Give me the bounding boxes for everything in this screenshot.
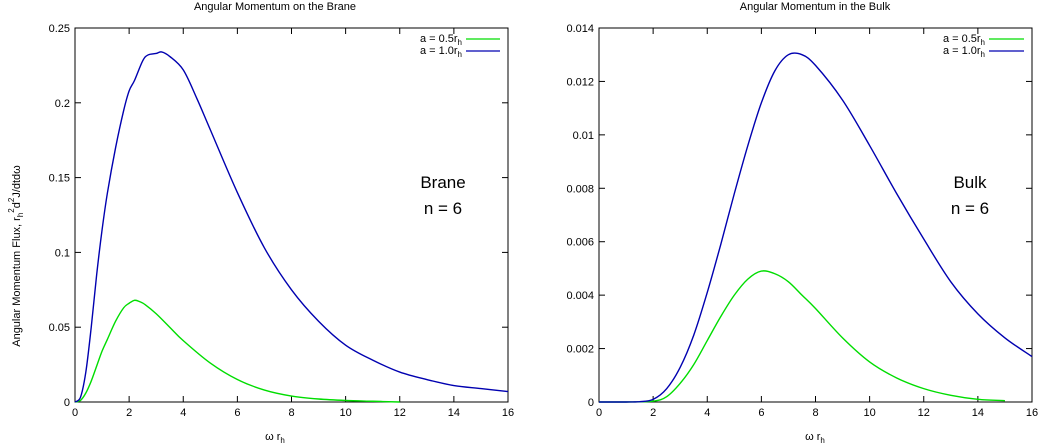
y-tick-label: 0.05 <box>49 322 70 334</box>
y-tick-label: 0.012 <box>566 76 594 88</box>
annotation-regime: Brane <box>420 173 465 192</box>
y-tick-label: 0.004 <box>566 290 594 302</box>
legend-label-sub: h <box>981 38 985 47</box>
x-tick-label: 10 <box>864 407 876 419</box>
x-axis-label-part: ω r <box>265 431 281 443</box>
x-tick-label: 2 <box>650 407 656 419</box>
ticks: 0 2 4 6 8 10 12 14 16 0 0.002 0.004 0.006 0.008 0.01 0.… <box>566 23 1038 419</box>
annotation-regime: Bulk <box>953 173 987 192</box>
legend-label-part: a = 0.5r <box>420 33 458 45</box>
x-tick-label: 0 <box>72 407 78 419</box>
legend-label-part: a = 1.0r <box>943 45 981 57</box>
x-axis-label-text: ω rh <box>265 431 285 444</box>
x-tick-label: 16 <box>502 407 514 419</box>
x-tick-label: 0 <box>596 407 602 419</box>
y-tick-label: 0.25 <box>49 23 70 35</box>
y-tick-label: 0 <box>588 397 594 409</box>
y-tick-label: 0.2 <box>55 98 70 110</box>
panel-brane: Angular Momentum on the Brane Angular Mo… <box>7 1 514 444</box>
x-axis-label: ω rh <box>805 431 825 444</box>
x-tick-label: 14 <box>448 407 460 419</box>
chart-title: Angular Momentum in the Bulk <box>740 1 891 13</box>
x-tick-label: 4 <box>704 407 710 419</box>
y-tick-label: 0.002 <box>566 344 594 356</box>
annotation-dimension: n = 6 <box>424 199 462 218</box>
series-line-0 <box>74 299 400 403</box>
legend-label-sub: h <box>458 38 462 47</box>
y-axis-label-text: Angular Momentum Flux, rh2d2J/dtdω <box>7 165 25 347</box>
y-tick-label: 0.006 <box>566 237 594 249</box>
x-axis-label-text: ω rh <box>805 431 825 444</box>
y-axis-label-sub: h <box>16 213 25 217</box>
annotation-dimension: n = 6 <box>951 199 989 218</box>
legend: a = 0.5rh a = 1.0rh <box>420 33 500 59</box>
legend-label-part: a = 0.5r <box>943 33 981 45</box>
legend-entry-1: a = 1.0rh <box>943 45 1024 59</box>
x-axis-label: ω rh <box>265 431 285 444</box>
legend-label-0: a = 0.5rh <box>420 33 462 47</box>
y-axis-label-part: d <box>11 202 23 208</box>
legend-label-0: a = 0.5rh <box>943 33 985 47</box>
x-axis-label-sub: h <box>280 436 284 444</box>
series-line-0 <box>599 270 1005 403</box>
legend-label-part: a = 1.0r <box>420 45 458 57</box>
y-axis-label-part: J/dtdω <box>11 165 23 198</box>
x-tick-label: 4 <box>180 407 186 419</box>
legend-label-1: a = 1.0rh <box>420 45 462 59</box>
y-tick-label: 0.1 <box>55 247 70 259</box>
y-tick-label: 0.15 <box>49 173 70 185</box>
series-line-1 <box>599 52 1033 403</box>
y-axis-label-sup: 2 <box>7 208 16 213</box>
x-axis-label-sub: h <box>820 436 824 444</box>
x-tick-label: 2 <box>126 407 132 419</box>
y-axis-label: Angular Momentum Flux, rh2d2J/dtdω <box>7 165 25 347</box>
legend-entry-1: a = 1.0rh <box>420 45 500 59</box>
x-tick-label: 12 <box>918 407 930 419</box>
x-tick-label: 8 <box>812 407 818 419</box>
chart-title: Angular Momentum on the Brane <box>194 1 356 13</box>
x-tick-label: 16 <box>1026 407 1038 419</box>
y-tick-label: 0.014 <box>566 23 594 35</box>
y-axis-label-part: Angular Momentum Flux, r <box>11 217 23 347</box>
y-tick-label: 0 <box>64 397 70 409</box>
legend-label-sub: h <box>981 50 985 59</box>
legend: a = 0.5rh a = 1.0rh <box>943 33 1024 59</box>
x-tick-label: 8 <box>288 407 294 419</box>
y-axis-label-sup: 2 <box>7 197 16 202</box>
x-tick-label: 12 <box>394 407 406 419</box>
x-axis-label-part: ω r <box>805 431 821 443</box>
x-tick-label: 6 <box>234 407 240 419</box>
x-tick-label: 14 <box>972 407 984 419</box>
series-line-1 <box>74 51 509 403</box>
x-tick-label: 10 <box>340 407 352 419</box>
x-tick-label: 6 <box>758 407 764 419</box>
legend-entry-0: a = 0.5rh <box>420 33 500 47</box>
y-tick-label: 0.01 <box>573 130 594 142</box>
legend-label-sub: h <box>458 50 462 59</box>
ticks: 0 2 4 6 8 10 12 14 16 0 0.05 0.1 0.15 0.2 0.25 <box>49 23 515 419</box>
legend-entry-0: a = 0.5rh <box>943 33 1024 47</box>
series-group <box>74 51 509 403</box>
series-group <box>599 52 1033 403</box>
legend-label-1: a = 1.0rh <box>943 45 985 59</box>
y-tick-label: 0.008 <box>566 183 594 195</box>
